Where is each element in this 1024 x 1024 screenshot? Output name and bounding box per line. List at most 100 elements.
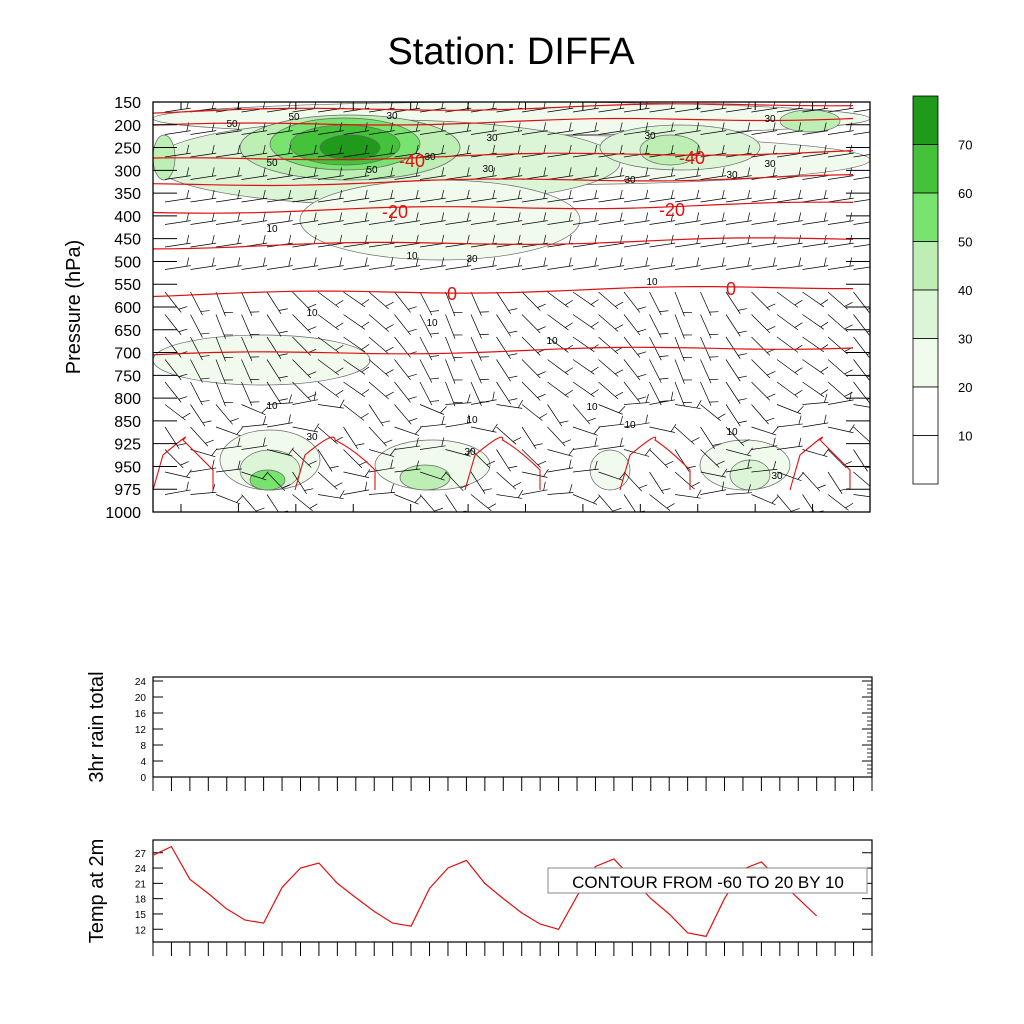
wind-barb (445, 130, 472, 135)
wind-barb-feather (434, 507, 443, 512)
wind-barb-feather (288, 212, 292, 222)
wind-barb-feather (390, 144, 394, 154)
wind-barb-feather (721, 468, 728, 477)
wind-barb (598, 175, 625, 180)
isotherm-line (153, 237, 854, 250)
wind-barb-feather (849, 144, 853, 154)
wind-barb-feather (569, 484, 573, 493)
wind-barb (776, 265, 803, 270)
wind-barb-feather (415, 167, 419, 177)
colorbar-box (912, 338, 939, 388)
contour-info-box (547, 867, 868, 894)
wind-barb-feather (849, 189, 853, 199)
wind-barb (419, 381, 433, 406)
wind-barb (470, 494, 492, 512)
wind-barb (776, 471, 802, 482)
wind-barb (317, 359, 340, 376)
wind-barb-feather (798, 212, 802, 222)
wind-barb (598, 404, 623, 415)
wind-barb (827, 265, 854, 270)
rain-axes: 0 4 8 12 16 20 24 (135, 677, 873, 791)
pressure-tick-label: 400 (114, 209, 141, 226)
pressure-tick-label: 850 (114, 414, 141, 431)
wind-barb-feather (178, 328, 188, 333)
wind-barb-feather (741, 439, 750, 444)
wind-barb-feather (716, 460, 725, 466)
wind-barb (598, 220, 625, 225)
wind-barb (623, 242, 650, 248)
wind-barb (419, 175, 446, 180)
wind-barb-feather (492, 102, 495, 109)
wind-barb-feather (670, 257, 674, 267)
wind-barb-feather (313, 167, 317, 177)
wind-barb (751, 359, 771, 379)
wind-barb-feather (202, 420, 212, 424)
wind-barb (292, 197, 319, 203)
temp-tick-label: 21 (135, 879, 147, 890)
wind-barb (700, 220, 727, 225)
wind-barb-feather (590, 321, 599, 328)
wind-barb-feather (441, 415, 445, 425)
wind-barb-feather (364, 212, 368, 222)
wind-barb (547, 265, 574, 270)
wind-barb-feather (364, 102, 368, 109)
wind-barb-feather (383, 439, 393, 444)
wind-barb-feather (390, 459, 393, 469)
wind-barb (598, 291, 619, 310)
wind-barb-feather (565, 367, 573, 373)
wind-barb (215, 314, 226, 339)
wind-barb-feather (798, 122, 802, 132)
wind-barb (394, 175, 421, 180)
wind-barb (649, 449, 669, 469)
wind-barb (164, 265, 191, 270)
wind-barb-feather (186, 102, 189, 109)
wind-barb-feather (335, 390, 344, 396)
wind-barb (394, 314, 411, 336)
wind-barb (241, 445, 268, 450)
wind-barb (725, 359, 741, 382)
wind-barb (317, 381, 340, 398)
wind-barb (470, 197, 497, 203)
wind-barb (751, 404, 769, 425)
wind-barb (802, 152, 829, 158)
wind-barb-feather (508, 330, 518, 334)
wind-barb (623, 402, 650, 405)
wind-barb (725, 404, 741, 427)
wind-barb-feather (517, 102, 521, 109)
wind-barb (521, 471, 548, 478)
wind-barb (419, 494, 436, 512)
wind-barb (419, 130, 446, 135)
wind-barb-feather (407, 306, 417, 310)
wind-speed-contour-label: 10 (466, 415, 478, 426)
wind-barb (547, 291, 569, 308)
wind-barb-feather (492, 257, 496, 267)
wind-barb (241, 314, 253, 339)
wind-barb (241, 494, 258, 512)
wind-barb-feather (845, 502, 854, 509)
wind-barb (802, 265, 829, 270)
wind-barb-feather (823, 414, 827, 424)
wind-barb (827, 471, 843, 494)
wind-barb-feather (614, 301, 624, 307)
wind-barb-feather (335, 345, 344, 351)
wind-barb-feather (645, 234, 649, 244)
wind-barb (419, 359, 433, 383)
wind-barb-feather (870, 482, 878, 486)
wind-barb-feather (335, 322, 344, 328)
wind-barb (496, 220, 523, 225)
wind-barb-feather (361, 389, 370, 395)
wind-barb (725, 197, 752, 203)
pressure-tick-label: 650 (114, 323, 141, 340)
colorbar-label: 10 (958, 429, 972, 444)
wind-barb-feather (670, 167, 674, 177)
wind-barb (317, 449, 333, 472)
wind-barb (164, 197, 191, 203)
wind-barb-feather (263, 415, 267, 425)
wind-barb-feather (666, 503, 675, 509)
wind-barb (751, 242, 778, 248)
wind-barb (853, 359, 870, 381)
wind-barb-feather (390, 483, 394, 493)
wind-barb-feather (594, 257, 598, 267)
wind-barb (394, 494, 419, 505)
wind-barb-feather (236, 427, 243, 435)
